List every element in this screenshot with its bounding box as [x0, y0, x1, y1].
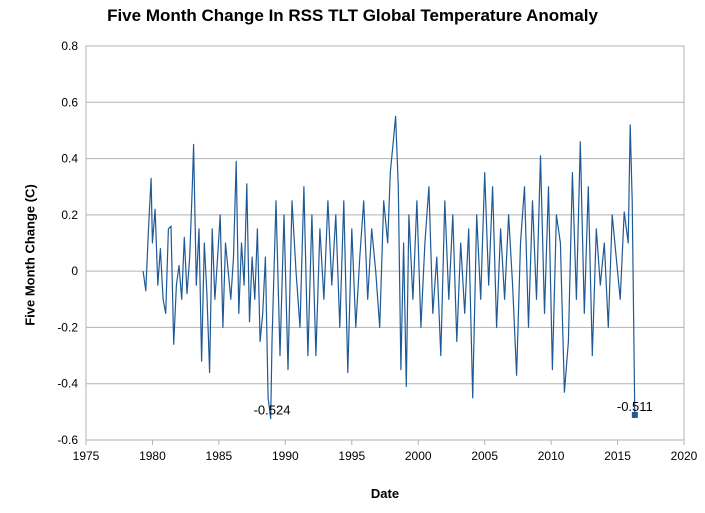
- y-tick-label: 0.4: [61, 152, 78, 166]
- y-tick-label: -0.4: [57, 377, 78, 391]
- data-label: -0.511: [617, 399, 653, 414]
- x-tick-label: 2000: [405, 449, 432, 463]
- x-tick-label: 1975: [73, 449, 100, 463]
- x-axis-label: Date: [370, 486, 400, 501]
- x-tick-label: 1990: [272, 449, 299, 463]
- chart-title: Five Month Change In RSS TLT Global Temp…: [107, 6, 598, 25]
- x-tick-label: 2010: [538, 449, 565, 463]
- y-tick-label: 0: [71, 264, 78, 278]
- series-line: [142, 115, 636, 420]
- data-label: -0.524: [254, 403, 291, 418]
- x-tick-label: 1985: [206, 449, 233, 463]
- x-tick-label: 1980: [139, 449, 166, 463]
- x-tick-label: 2015: [604, 449, 631, 463]
- data-point-marker: [631, 411, 638, 418]
- plot-frame: [85, 45, 685, 441]
- x-tick-label: 2005: [471, 449, 498, 463]
- x-tick-label: 1995: [338, 449, 365, 463]
- y-tick-label: 0.6: [61, 95, 78, 109]
- y-tick-label: -0.2: [57, 320, 78, 334]
- y-tick-label: 0.8: [61, 39, 78, 53]
- y-tick-label: 0.2: [61, 208, 78, 222]
- x-tick-label: 2020: [671, 449, 698, 463]
- y-tick-label: -0.6: [57, 433, 78, 447]
